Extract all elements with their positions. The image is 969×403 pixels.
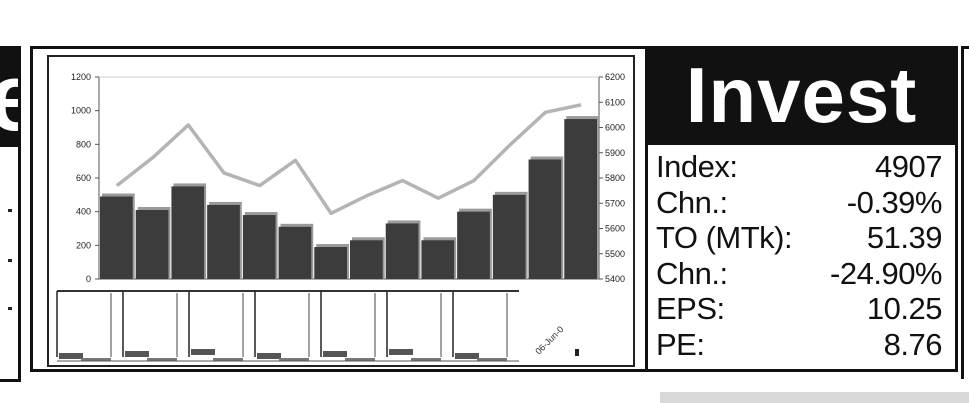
invest-title: Invest: [648, 49, 955, 145]
left-tick-label: 1000: [71, 106, 91, 116]
stat-row: Chn.: -0.39%: [656, 184, 943, 221]
strip-blob: [279, 358, 309, 361]
next-panel-edge: [961, 46, 969, 379]
bar: [278, 226, 312, 279]
bar: [171, 186, 205, 279]
strip-blob: [575, 349, 579, 356]
panel-tick-mark: [8, 307, 12, 310]
combo-chart: 1200 1000 800 600 400 200 0 6200 6100 6000 5900 58…: [56, 72, 625, 362]
bar: [135, 209, 169, 279]
strip-blob: [59, 353, 83, 359]
stat-value: -0.39%: [846, 184, 943, 220]
strip-blob: [389, 349, 413, 355]
right-tick-label: 5500: [605, 249, 625, 259]
stat-label: EPS:: [656, 291, 725, 326]
bar: [421, 240, 455, 279]
strip-blob: [81, 358, 111, 361]
stat-label: Index:: [656, 149, 738, 184]
stat-label: Chn.:: [656, 255, 728, 291]
right-tick-label: 5400: [605, 274, 625, 284]
right-tick-label: 5600: [605, 224, 625, 234]
bar: [385, 223, 419, 279]
chart-panel: 1200 1000 800 600 400 200 0 6200 6100 6000 5900 58…: [30, 46, 648, 372]
stat-row: PE: 8.76: [656, 326, 943, 363]
right-tick-label: 5700: [605, 198, 625, 208]
strip-blob: [455, 353, 479, 359]
right-tick-label: 6100: [605, 97, 625, 107]
stat-label: TO (MTk):: [656, 220, 793, 255]
stat-value: 4907: [875, 149, 942, 184]
bar: [564, 119, 597, 279]
x-axis-label-fragment: 06-Jun-0: [533, 324, 565, 356]
strip-blob: [147, 358, 177, 361]
stat-label: Chn.:: [656, 184, 728, 220]
left-tick-label: 800: [76, 139, 91, 149]
stat-row: EPS: 10.25: [656, 291, 943, 327]
left-tick-label: 600: [76, 173, 91, 183]
stat-value: -24.90%: [830, 255, 942, 291]
panel-tick-mark: [8, 259, 12, 262]
previous-panel-fragment: e: [0, 46, 21, 382]
left-tick-label: 1200: [71, 72, 91, 82]
stat-row: Index: 4907: [656, 149, 942, 185]
right-tick-label: 6200: [605, 72, 625, 82]
bar: [457, 211, 490, 279]
bottom-bar: [660, 392, 969, 403]
stat-row: Chn.: -24.90%: [656, 256, 942, 292]
bar: [207, 204, 240, 279]
stat-row: TO (MTk): 51.39: [656, 220, 943, 256]
bar: [100, 196, 133, 279]
stat-value: 8.76: [883, 326, 943, 362]
strip-blob: [191, 349, 215, 355]
right-tick-label: 5900: [605, 148, 625, 158]
strip-blob: [477, 358, 507, 361]
left-tick-label: 400: [76, 207, 91, 217]
previous-panel-title: e: [0, 49, 18, 147]
strip-blob: [411, 358, 441, 361]
strip-blob: [323, 351, 347, 357]
invest-panel: Invest Index: 4907 Chn.: -0.39% TO (MTk): 51.…: [648, 46, 958, 372]
strip-blob: [213, 358, 243, 361]
bar: [314, 247, 347, 279]
stat-value: 10.25: [866, 291, 943, 326]
bar: [528, 159, 562, 279]
stat-value: 51.39: [866, 220, 943, 255]
left-tick-label: 200: [76, 240, 91, 250]
right-tick-label: 5800: [605, 173, 625, 183]
panel-tick-mark: [8, 209, 12, 212]
bar: [350, 240, 383, 279]
line-series: [115, 103, 582, 216]
strip-blob: [345, 358, 375, 361]
left-tick-label: 0: [86, 274, 91, 284]
stat-label: PE:: [656, 326, 705, 362]
bar: [492, 194, 526, 279]
chart-frame: 1200 1000 800 600 400 200 0 6200 6100 6000 5900 58…: [47, 55, 635, 367]
strip-blob: [125, 351, 149, 357]
right-tick-label: 6000: [605, 123, 625, 133]
strip-blob: [257, 353, 281, 359]
bar: [242, 215, 276, 279]
stats-list: Index: 4907 Chn.: -0.39% TO (MTk): 51.39 Chn.:…: [656, 149, 943, 363]
